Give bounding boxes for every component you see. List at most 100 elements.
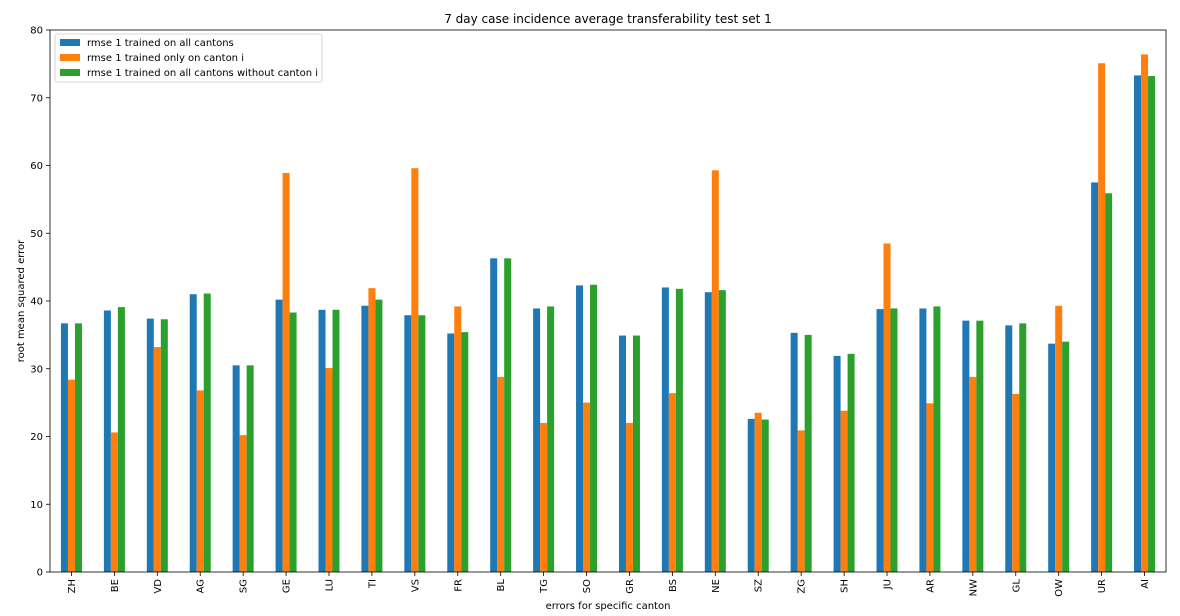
bar-ai-series-3 (1148, 76, 1156, 572)
bar-lu-series-3 (332, 309, 340, 572)
bar-fr-series-2 (454, 306, 462, 572)
x-tick-label-ju: JU (883, 579, 894, 590)
bar-ge-series-3 (289, 312, 297, 572)
bar-tg-series-3 (547, 306, 555, 572)
bar-so-series-2 (583, 402, 591, 573)
bar-sh-series-2 (840, 410, 848, 572)
bar-ju-series-3 (890, 308, 898, 572)
bar-ag-series-1 (189, 294, 197, 572)
bar-fr-series-3 (461, 332, 469, 572)
bar-ar-series-3 (933, 306, 941, 572)
bar-ur-series-1 (1091, 182, 1099, 572)
bar-gr-series-1 (618, 335, 626, 572)
x-axis-label: errors for specific canton (546, 601, 671, 612)
bar-ne-series-2 (711, 170, 719, 573)
legend-swatch-3 (60, 69, 80, 76)
bar-ti-series-2 (368, 288, 376, 572)
legend-label-3: rmse 1 trained on all cantons without ca… (87, 68, 318, 79)
x-tick-label-gr: GR (625, 579, 636, 594)
bar-sz-series-3 (761, 419, 769, 572)
legend-swatch-1 (60, 39, 80, 46)
bar-tg-series-1 (533, 308, 541, 572)
bar-ti-series-1 (361, 305, 369, 572)
x-tick-label-tg: TG (539, 579, 550, 594)
y-tick-label: 30 (30, 364, 43, 375)
bar-ag-series-2 (196, 390, 204, 572)
bar-zh-series-1 (60, 323, 68, 572)
bar-sz-series-1 (747, 418, 755, 572)
x-tick-label-ur: UR (1097, 579, 1108, 593)
x-tick-label-vd: VD (153, 579, 164, 594)
x-tick-label-bs: BS (668, 579, 679, 592)
x-tick-label-zg: ZG (797, 579, 808, 594)
bar-ur-series-3 (1105, 193, 1113, 572)
bar-ow-series-3 (1062, 341, 1070, 572)
bar-nw-series-3 (976, 320, 984, 572)
y-axis-label: root mean squared error (16, 239, 27, 362)
bar-lu-series-2 (325, 368, 333, 572)
bar-bs-series-1 (661, 287, 669, 572)
bars-group (60, 54, 1156, 573)
bar-vd-series-2 (153, 347, 161, 572)
bar-be-series-1 (103, 310, 111, 572)
legend-swatch-2 (60, 54, 80, 61)
x-tick-label-lu: LU (325, 579, 336, 591)
bar-bl-series-1 (490, 258, 498, 572)
bar-ag-series-3 (203, 293, 211, 572)
plot-frame (49, 29, 1167, 573)
bar-bs-series-2 (668, 393, 676, 572)
bar-ne-series-3 (718, 290, 726, 572)
bar-ge-series-2 (282, 172, 290, 572)
bar-ge-series-1 (275, 299, 283, 572)
y-tick-label: 50 (30, 229, 43, 240)
bar-so-series-3 (590, 284, 598, 572)
bar-zh-series-2 (67, 379, 75, 572)
bar-ai-series-1 (1134, 75, 1142, 572)
x-tick-label-nw: NW (968, 579, 979, 596)
x-tick-label-vs: VS (410, 579, 421, 592)
x-tick-label-sh: SH (840, 579, 851, 593)
chart-title: 7 day case incidence average transferabi… (444, 12, 772, 26)
x-tick-label-so: SO (582, 579, 593, 593)
bar-bl-series-2 (497, 376, 505, 572)
bar-ju-series-1 (876, 309, 884, 572)
legend-label-1: rmse 1 trained on all cantons (87, 38, 234, 49)
bar-zg-series-1 (790, 332, 798, 572)
bar-zg-series-2 (797, 430, 805, 572)
bar-lu-series-1 (318, 309, 326, 572)
y-tick-label: 60 (30, 161, 43, 172)
y-tick-label: 80 (30, 26, 43, 37)
bar-sz-series-2 (754, 412, 762, 572)
y-tick-label: 40 (30, 297, 43, 308)
x-tick-label-zh: ZH (67, 579, 78, 593)
bar-ar-series-1 (919, 308, 927, 572)
bar-sg-series-1 (232, 365, 240, 572)
x-tick-label-ai: AI (1140, 579, 1151, 589)
bar-zg-series-3 (804, 334, 812, 573)
bar-ne-series-1 (704, 292, 712, 572)
bar-sh-series-3 (847, 353, 855, 572)
bar-nw-series-2 (969, 376, 977, 572)
bar-gl-series-3 (1019, 323, 1027, 572)
x-tick-label-sz: SZ (754, 579, 765, 592)
y-tick-label: 10 (30, 500, 43, 511)
legend-box (54, 33, 323, 83)
bar-gl-series-2 (1012, 393, 1020, 572)
x-tick-label-fr: FR (453, 579, 464, 592)
bar-sg-series-3 (246, 365, 254, 572)
y-tick-label: 70 (30, 93, 43, 104)
bar-zh-series-3 (74, 323, 82, 572)
bar-bl-series-3 (504, 258, 512, 572)
bar-fr-series-1 (447, 333, 455, 572)
bar-tg-series-2 (540, 422, 548, 572)
x-tick-label-ag: AG (196, 579, 207, 593)
bar-gr-series-2 (625, 422, 633, 572)
y-tick-label: 0 (37, 568, 43, 579)
bar-vd-series-1 (146, 318, 154, 572)
bar-vd-series-3 (160, 319, 168, 572)
x-tick-label-ow: OW (1054, 579, 1065, 597)
legend-label-2: rmse 1 trained only on canton i (87, 53, 244, 64)
bar-vs-series-1 (404, 315, 412, 572)
